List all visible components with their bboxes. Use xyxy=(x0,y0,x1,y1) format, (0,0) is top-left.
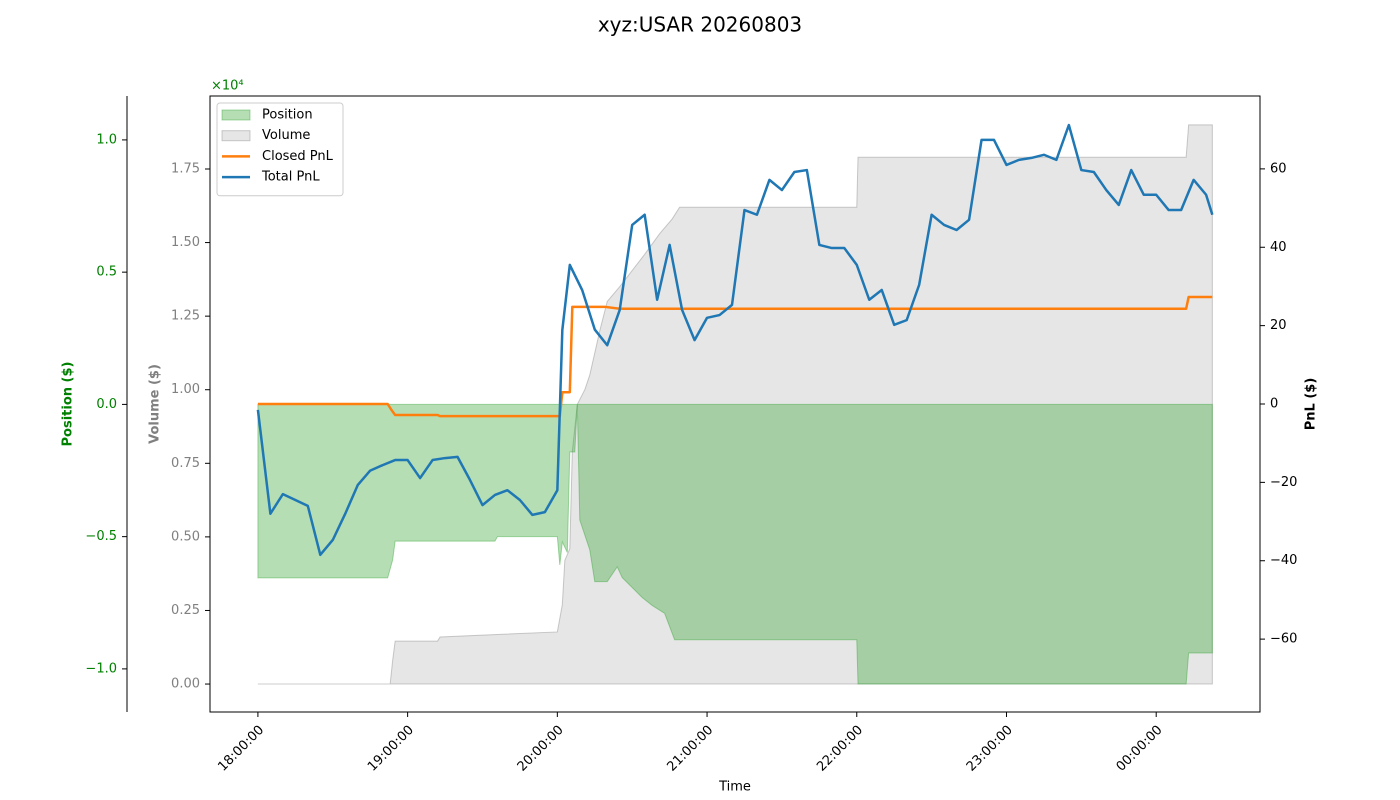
legend-swatch xyxy=(221,109,251,121)
pnl-tick-label: 40 xyxy=(1270,240,1287,255)
volume-tick-label: 0.00 xyxy=(171,677,200,692)
volume-tick-label: 1.75 xyxy=(171,161,200,176)
pnl-tick-label: 60 xyxy=(1270,161,1287,176)
pnl-tick-label: −40 xyxy=(1270,553,1297,568)
position-tick-label: 1.0 xyxy=(96,132,117,147)
position-tick-label: −0.5 xyxy=(85,529,117,544)
x-tick-label: 00:00:00 xyxy=(1114,723,1166,775)
x-tick-label: 20:00:00 xyxy=(515,723,567,775)
position-tick-label: −1.0 xyxy=(85,661,117,676)
area xyxy=(257,403,1213,685)
legend-box xyxy=(216,102,344,197)
volume-tick-label: 1.00 xyxy=(171,382,200,397)
line xyxy=(257,295,1213,418)
x-tick-label: 23:00:00 xyxy=(964,723,1016,775)
position-tick-label: 0.0 xyxy=(96,397,117,412)
volume-tick-label: 1.25 xyxy=(171,309,200,324)
legend-label: Position xyxy=(262,108,313,123)
pnl-tick-label: −20 xyxy=(1270,475,1297,490)
volume-tick-label: 0.50 xyxy=(171,529,200,544)
legend-swatch xyxy=(221,130,251,142)
volume-tick-label: 0.25 xyxy=(171,603,200,618)
x-tick-label: 21:00:00 xyxy=(664,723,716,775)
chart-title: xyz:USAR 20260803 xyxy=(598,13,802,37)
volume-tick-label: 0.75 xyxy=(171,456,200,471)
x-tick-label: 18:00:00 xyxy=(215,723,267,775)
legend-label: Volume xyxy=(262,128,310,143)
area xyxy=(257,124,1213,685)
legend-label: Closed PnL xyxy=(262,149,334,164)
pnl-tick-label: 20 xyxy=(1270,318,1287,333)
volume-tick-label: 1.50 xyxy=(171,235,200,250)
x-tick-label: 22:00:00 xyxy=(814,723,866,775)
pnl-tick-label: −60 xyxy=(1270,632,1297,647)
line xyxy=(256,123,1214,557)
axis-offset-label: ×10⁴ xyxy=(211,79,244,94)
position-axis-label: Position ($) xyxy=(61,362,76,447)
pnl-tick-label: 0 xyxy=(1270,397,1278,412)
position-tick-label: 0.5 xyxy=(96,265,117,280)
pnl-axis-label: PnL ($) xyxy=(1304,378,1319,431)
volume-axis-label: Volume ($) xyxy=(148,364,163,444)
x-axis-label: Time xyxy=(718,780,751,795)
x-tick-label: 19:00:00 xyxy=(365,723,417,775)
legend-label: Total PnL xyxy=(261,170,320,185)
